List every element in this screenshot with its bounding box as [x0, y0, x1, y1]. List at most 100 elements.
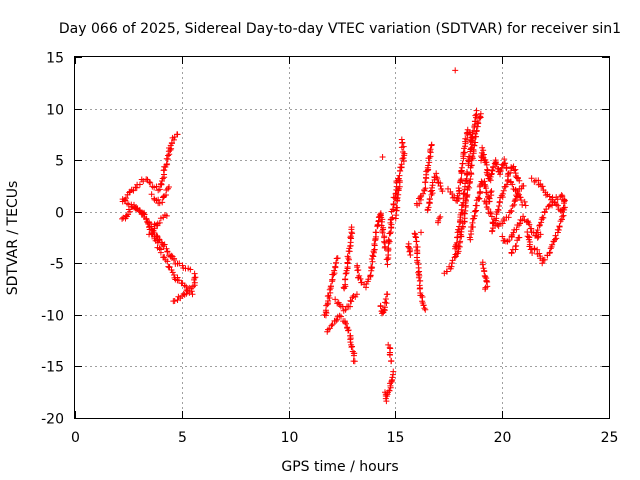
data-point	[487, 210, 494, 217]
data-point	[503, 165, 510, 172]
data-point	[348, 344, 355, 351]
data-point	[555, 226, 562, 233]
data-point	[473, 107, 480, 114]
data-point	[552, 232, 559, 239]
data-point	[122, 197, 129, 204]
data-point	[355, 267, 362, 274]
x-tick-label: 0	[71, 430, 80, 446]
data-point	[329, 321, 336, 328]
data-point	[539, 260, 546, 267]
data-point	[369, 258, 376, 265]
data-point	[389, 374, 396, 381]
data-point	[373, 229, 380, 236]
data-point	[484, 172, 491, 179]
data-point	[503, 181, 510, 188]
data-point	[189, 291, 196, 298]
data-point	[485, 206, 492, 213]
data-point	[156, 245, 163, 252]
data-point	[472, 112, 479, 119]
data-point	[477, 188, 484, 195]
data-point	[477, 182, 484, 189]
data-point	[452, 67, 459, 74]
data-point	[425, 204, 432, 211]
data-point	[434, 175, 441, 182]
data-point	[467, 162, 474, 169]
data-point	[551, 199, 558, 206]
data-point	[427, 148, 434, 155]
data-point	[170, 136, 177, 143]
data-point	[384, 256, 391, 263]
y-tick-label: -5	[50, 257, 64, 273]
y-tick-label: 10	[46, 103, 64, 119]
data-point	[347, 303, 354, 310]
data-point	[486, 195, 493, 202]
data-point	[417, 277, 424, 284]
data-point	[463, 168, 470, 175]
data-point	[385, 245, 392, 252]
data-point	[415, 269, 422, 276]
data-point	[405, 244, 412, 251]
data-point	[398, 136, 405, 143]
data-point	[396, 172, 403, 179]
data-point	[467, 131, 474, 138]
data-point	[422, 179, 429, 186]
data-point	[546, 249, 553, 256]
data-point	[153, 183, 160, 190]
data-point	[420, 190, 427, 197]
data-point	[514, 190, 521, 197]
data-point	[448, 263, 455, 270]
data-point	[428, 184, 435, 191]
data-point	[188, 288, 195, 295]
data-point	[389, 214, 396, 221]
data-point	[488, 188, 495, 195]
data-point	[479, 144, 486, 151]
y-axis-label: SDTVAR / TECUs	[5, 181, 21, 296]
data-point	[508, 250, 515, 257]
data-point	[174, 131, 181, 138]
data-point	[489, 167, 496, 174]
data-point	[176, 260, 183, 267]
data-point	[445, 185, 452, 192]
data-point	[342, 281, 349, 288]
data-point	[452, 251, 459, 258]
y-tick-label: -10	[41, 309, 64, 325]
data-point	[465, 153, 472, 160]
data-point	[518, 197, 525, 204]
data-point	[390, 368, 397, 375]
data-point	[437, 213, 444, 220]
data-point	[159, 175, 166, 182]
data-point	[400, 154, 407, 161]
data-point	[479, 261, 486, 268]
data-point	[519, 201, 526, 208]
x-axis-label: GPS time / hours	[281, 459, 398, 475]
data-point	[161, 254, 168, 261]
data-point	[334, 316, 341, 323]
data-point	[379, 229, 386, 236]
data-point	[132, 204, 139, 211]
data-point	[348, 224, 355, 231]
y-tick-label: 0	[55, 206, 64, 222]
data-point	[553, 235, 560, 242]
data-point	[451, 254, 458, 261]
data-point	[470, 215, 477, 222]
data-point	[516, 234, 523, 241]
data-point	[381, 238, 388, 245]
x-tick-label: 25	[601, 430, 619, 446]
data-point	[390, 200, 397, 207]
data-point	[400, 149, 407, 156]
data-point	[357, 275, 364, 282]
data-point	[496, 203, 503, 210]
data-point	[422, 185, 429, 192]
data-point	[160, 242, 167, 249]
data-point	[459, 160, 466, 167]
data-point	[130, 187, 137, 194]
data-point	[187, 266, 194, 273]
data-point	[541, 208, 548, 215]
data-point	[526, 221, 533, 228]
data-point	[506, 237, 513, 244]
data-point	[560, 212, 567, 219]
data-point	[472, 133, 479, 140]
data-point	[495, 206, 502, 213]
data-point	[332, 296, 339, 303]
data-point	[332, 263, 339, 270]
